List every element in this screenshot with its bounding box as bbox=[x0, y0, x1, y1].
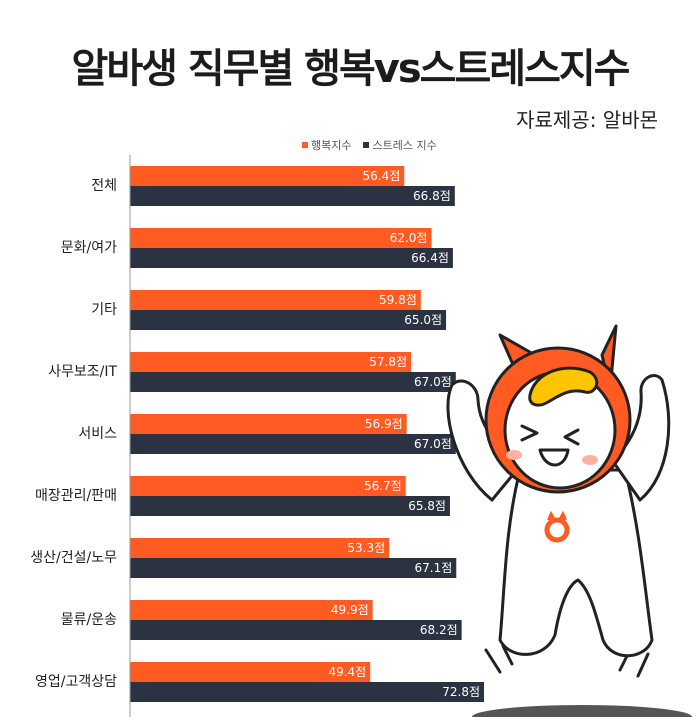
category-label: 기타 bbox=[91, 302, 117, 318]
bar-stress bbox=[130, 682, 484, 702]
category-label: 매장관리/판매 bbox=[35, 488, 117, 504]
data-label-happiness: 62.0점 bbox=[390, 231, 428, 245]
bar-stress bbox=[130, 558, 457, 578]
category-label: 문화/여가 bbox=[61, 240, 117, 256]
legend-item-stress: 스트레스 지수 bbox=[363, 137, 437, 153]
category-label: 전체 bbox=[91, 178, 117, 194]
data-label-happiness: 56.4점 bbox=[362, 169, 400, 183]
category-label: 물류/운송 bbox=[61, 612, 117, 628]
data-label-stress: 65.0점 bbox=[404, 313, 442, 327]
data-label-stress: 67.1점 bbox=[415, 561, 453, 575]
legend: 행복지수 스트레스 지수 bbox=[302, 137, 449, 153]
bar-happiness bbox=[130, 228, 432, 248]
data-label-happiness: 59.8점 bbox=[379, 293, 417, 307]
data-label-stress: 67.0점 bbox=[414, 375, 452, 389]
bar-happiness bbox=[130, 600, 373, 620]
bar-happiness bbox=[130, 662, 371, 682]
bar-happiness bbox=[130, 166, 405, 186]
bar-happiness bbox=[130, 538, 390, 558]
bar-happiness bbox=[130, 476, 406, 496]
data-label-stress: 67.0점 bbox=[414, 437, 452, 451]
data-label-happiness: 49.4점 bbox=[328, 665, 366, 679]
data-label-happiness: 56.7점 bbox=[364, 479, 402, 493]
mascot-chest-logo bbox=[544, 510, 570, 543]
chart-title: 알바생 직무별 행복vs스트레스지수 bbox=[71, 46, 631, 92]
mascot-shadow bbox=[472, 705, 692, 717]
bar-stress bbox=[130, 620, 462, 640]
bar-stress bbox=[130, 434, 456, 454]
data-label-happiness: 57.8점 bbox=[369, 355, 407, 369]
bar-stress bbox=[130, 186, 455, 206]
legend-swatch-happiness bbox=[302, 142, 308, 148]
bar-stress bbox=[130, 310, 447, 330]
mascot-cheeks bbox=[506, 450, 598, 465]
category-label: 영업/고객상담 bbox=[35, 674, 117, 690]
data-label-stress: 72.8점 bbox=[442, 685, 480, 699]
category-label: 서비스 bbox=[78, 426, 117, 442]
bar-stress bbox=[130, 248, 453, 268]
data-label-stress: 66.4점 bbox=[411, 251, 449, 265]
data-label-stress: 65.8점 bbox=[408, 499, 446, 513]
legend-swatch-stress bbox=[363, 142, 370, 148]
bar-stress bbox=[130, 496, 450, 516]
data-label-stress: 68.2점 bbox=[420, 623, 458, 637]
bar-happiness bbox=[130, 290, 421, 310]
bar-stress bbox=[130, 372, 456, 392]
legend-item-happiness: 행복지수 bbox=[302, 137, 351, 153]
bar-happiness bbox=[130, 352, 412, 372]
category-label: 사무보조/IT bbox=[48, 364, 117, 380]
legend-label-happiness: 행복지수 bbox=[311, 139, 352, 152]
data-label-stress: 66.8점 bbox=[413, 189, 451, 203]
mascot-face bbox=[520, 424, 580, 467]
data-label-happiness: 49.9점 bbox=[331, 603, 369, 617]
data-label-happiness: 56.9점 bbox=[365, 417, 403, 431]
legend-label-stress: 스트레스 지수 bbox=[372, 139, 437, 152]
data-label-happiness: 53.3점 bbox=[347, 541, 385, 555]
mascot-head bbox=[484, 324, 632, 494]
bar-happiness bbox=[130, 414, 407, 434]
category-label: 생산/건설/노무 bbox=[30, 550, 117, 566]
source-credit: 자료제공: 알바몬 bbox=[516, 108, 658, 132]
